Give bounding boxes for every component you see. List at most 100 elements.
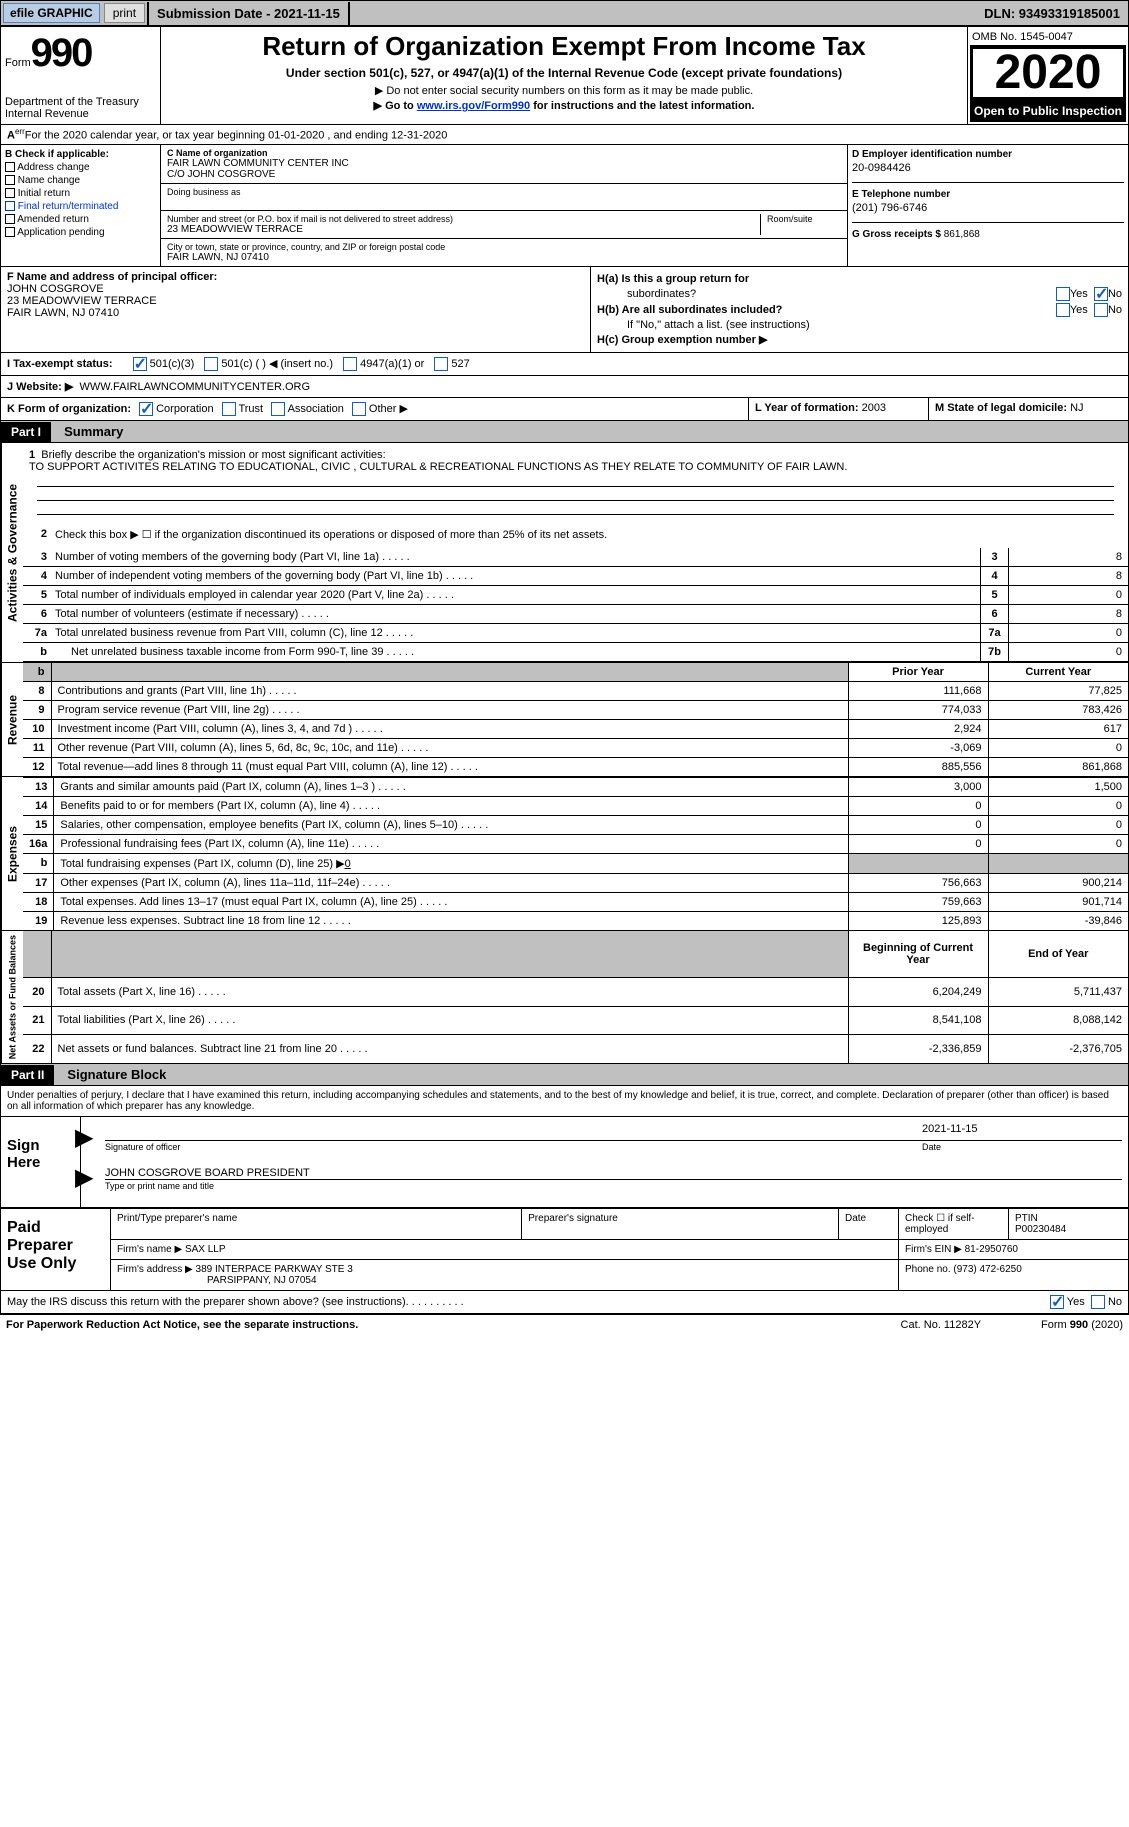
- group-exemption: H(c) Group exemption number ▶: [597, 333, 767, 346]
- arrow-icon: ▶: [75, 1123, 93, 1152]
- line-i-tax-status: I Tax-exempt status: 501(c)(3) 501(c) ( …: [0, 353, 1129, 376]
- dba-value: [167, 197, 841, 207]
- fin-row: 13Grants and similar amounts paid (Part …: [23, 777, 1128, 796]
- street-address: 23 MEADOWVIEW TERRACE: [167, 224, 754, 235]
- cb-ha-yes[interactable]: [1056, 287, 1070, 301]
- cb-4947[interactable]: [343, 357, 357, 371]
- paid-preparer-table: Paid Preparer Use Only Print/Type prepar…: [0, 1208, 1129, 1291]
- telephone: (201) 796-6746: [852, 202, 1124, 214]
- form-label: Form: [5, 57, 31, 69]
- cb-hb-yes[interactable]: [1056, 303, 1070, 317]
- cb-501c[interactable]: [204, 357, 218, 371]
- part1-header: Part I Summary: [0, 421, 1129, 443]
- sign-here-block: Sign Here ▶ 2021-11-15 Signature of offi…: [0, 1117, 1129, 1208]
- vert-label-revenue: Revenue: [1, 663, 23, 776]
- cb-527[interactable]: [434, 357, 448, 371]
- city-state-zip: FAIR LAWN, NJ 07410: [167, 252, 841, 263]
- part2-header: Part II Signature Block: [0, 1064, 1129, 1086]
- fin-row: 19Revenue less expenses. Subtract line 1…: [23, 911, 1128, 930]
- fin-row: 17Other expenses (Part IX, column (A), l…: [23, 873, 1128, 892]
- top-bar: efile GRAPHIC print Submission Date - 20…: [0, 0, 1129, 26]
- fin-row: 20Total assets (Part X, line 16)6,204,24…: [23, 977, 1128, 1006]
- fin-row: 21Total liabilities (Part X, line 26)8,5…: [23, 1006, 1128, 1035]
- public-inspection: Open to Public Inspection: [970, 100, 1126, 122]
- cb-amended-return[interactable]: Amended return: [5, 214, 156, 225]
- section-h: H(a) Is this a group return for subordin…: [591, 267, 1128, 352]
- firm-name: SAX LLP: [185, 1244, 226, 1255]
- revenue-section: Revenue bPrior YearCurrent Year 8Contrib…: [0, 663, 1129, 777]
- vert-label-expenses: Expenses: [1, 777, 23, 930]
- main-title: Return of Organization Exempt From Incom…: [165, 31, 963, 62]
- cb-irs-no[interactable]: [1091, 1295, 1105, 1309]
- sign-here-label: Sign Here: [1, 1117, 81, 1207]
- form-header: Form 990 Department of the Treasury Inte…: [0, 26, 1129, 125]
- irs-link[interactable]: www.irs.gov/Form990: [417, 100, 530, 112]
- cb-name-change[interactable]: Name change: [5, 175, 156, 186]
- gov-row: 3Number of voting members of the governi…: [23, 548, 1128, 567]
- cb-501c3[interactable]: [133, 357, 147, 371]
- care-of: C/O JOHN COSGROVE: [167, 169, 841, 180]
- officer-street: 23 MEADOWVIEW TERRACE: [7, 295, 584, 307]
- gov-row: 7aTotal unrelated business revenue from …: [23, 624, 1128, 643]
- officer-city: FAIR LAWN, NJ 07410: [7, 307, 584, 319]
- may-irs-discuss: May the IRS discuss this return with the…: [0, 1291, 1129, 1314]
- fin-row: 8Contributions and grants (Part VIII, li…: [23, 681, 1128, 700]
- org-name: FAIR LAWN COMMUNITY CENTER INC: [167, 158, 841, 169]
- gov-row: 6Total number of volunteers (estimate if…: [23, 605, 1128, 624]
- fin-row: 9Program service revenue (Part VIII, lin…: [23, 700, 1128, 719]
- department: Department of the Treasury Internal Reve…: [5, 96, 156, 120]
- cb-initial-return[interactable]: Initial return: [5, 188, 156, 199]
- tax-year: 2020: [970, 46, 1126, 100]
- fin-row: 15Salaries, other compensation, employee…: [23, 815, 1128, 834]
- omb-number: OMB No. 1545-0047: [970, 29, 1126, 46]
- fundraising-expenses: 0: [345, 858, 351, 870]
- fin-row: 12Total revenue—add lines 8 through 11 (…: [23, 757, 1128, 776]
- mission-text: TO SUPPORT ACTIVITES RELATING TO EDUCATI…: [29, 461, 847, 473]
- fin-row: 18Total expenses. Add lines 13–17 (must …: [23, 892, 1128, 911]
- expenses-section: Expenses 13Grants and similar amounts pa…: [0, 777, 1129, 931]
- cb-corporation[interactable]: [139, 402, 153, 416]
- subtitle: Under section 501(c), 527, or 4947(a)(1)…: [165, 66, 963, 80]
- section-bcd: B Check if applicable: Address change Na…: [0, 145, 1129, 267]
- net-assets-section: Net Assets or Fund Balances Beginning of…: [0, 931, 1129, 1064]
- cb-association[interactable]: [271, 402, 285, 416]
- col-c-org-info: C Name of organization FAIR LAWN COMMUNI…: [161, 145, 848, 266]
- gov-row: bNet unrelated business taxable income f…: [23, 643, 1128, 662]
- ein: 20-0984426: [852, 162, 1124, 174]
- cb-hb-no[interactable]: [1094, 303, 1108, 317]
- cb-self-employed[interactable]: Check ☐ if self-employed: [899, 1209, 1009, 1240]
- form-number: 990: [31, 31, 92, 76]
- ptin: P00230484: [1015, 1224, 1066, 1235]
- fin-row: 10Investment income (Part VIII, column (…: [23, 719, 1128, 738]
- arrow-icon: ▶: [75, 1163, 93, 1192]
- dln: DLN: 93493319185001: [976, 2, 1128, 25]
- vert-label-net-assets: Net Assets or Fund Balances: [1, 931, 23, 1063]
- title-cell: Return of Organization Exempt From Incom…: [161, 27, 968, 124]
- print-button[interactable]: print: [104, 3, 145, 23]
- instruction-line-1: ▶ Do not enter social security numbers o…: [165, 84, 963, 97]
- gov-row: 4Number of independent voting members of…: [23, 567, 1128, 586]
- firm-phone: (973) 472-6250: [953, 1264, 1021, 1275]
- cb-final-return[interactable]: Final return/terminated: [5, 201, 156, 212]
- state-domicile: NJ: [1070, 402, 1083, 414]
- submission-date: Submission Date - 2021-11-15: [147, 2, 350, 25]
- cb-irs-yes[interactable]: [1050, 1295, 1064, 1309]
- cb-trust[interactable]: [222, 402, 236, 416]
- gov-row: 5Total number of individuals employed in…: [23, 586, 1128, 605]
- efile-link[interactable]: efile GRAPHIC: [3, 3, 100, 23]
- col-d-ein: D Employer identification number 20-0984…: [848, 145, 1128, 266]
- fin-row: 22Net assets or fund balances. Subtract …: [23, 1035, 1128, 1063]
- room-suite: Room/suite: [761, 214, 841, 235]
- cb-ha-no[interactable]: [1094, 287, 1108, 301]
- penalty-statement: Under penalties of perjury, I declare th…: [0, 1086, 1129, 1117]
- gross-receipts: 861,868: [944, 229, 980, 240]
- principal-officer: F Name and address of principal officer:…: [1, 267, 591, 352]
- line-klm: K Form of organization: Corporation Trus…: [0, 398, 1129, 421]
- cb-application[interactable]: Application pending: [5, 227, 156, 238]
- firm-address: 389 INTERPACE PARKWAY STE 3: [196, 1264, 353, 1275]
- line-a: AerrFor the 2020 calendar year, or tax y…: [0, 125, 1129, 145]
- cb-address-change[interactable]: Address change: [5, 162, 156, 173]
- vert-label-governance: Activities & Governance: [1, 443, 23, 662]
- firm-ein: 81-2950760: [965, 1244, 1018, 1255]
- cb-other[interactable]: [352, 402, 366, 416]
